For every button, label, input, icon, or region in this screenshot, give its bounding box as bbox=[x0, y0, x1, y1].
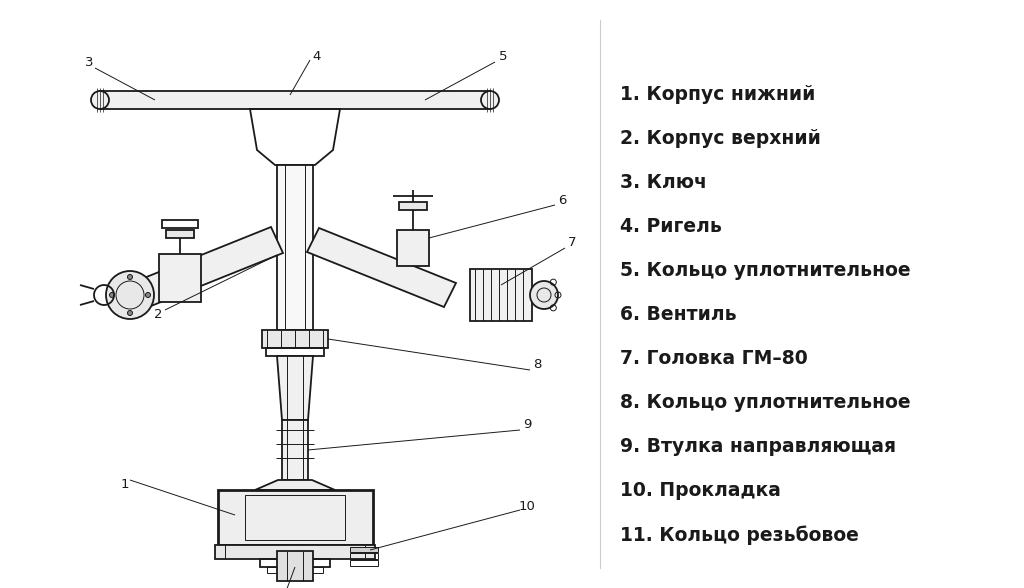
Text: 10. Прокладка: 10. Прокладка bbox=[620, 482, 781, 500]
Text: 3: 3 bbox=[85, 55, 93, 68]
Circle shape bbox=[91, 91, 109, 109]
Text: 1. Корпус нижний: 1. Корпус нижний bbox=[620, 85, 815, 105]
Circle shape bbox=[145, 292, 151, 298]
Polygon shape bbox=[134, 227, 283, 308]
Text: 2. Корпус верхний: 2. Корпус верхний bbox=[620, 129, 821, 149]
Text: 9: 9 bbox=[523, 419, 531, 432]
Bar bbox=[262, 330, 328, 348]
Text: 9. Втулка направляющая: 9. Втулка направляющая bbox=[620, 437, 896, 456]
Bar bbox=[399, 202, 427, 210]
Circle shape bbox=[110, 292, 115, 298]
Text: 8. Кольцо уплотнительное: 8. Кольцо уплотнительное bbox=[620, 393, 910, 413]
Bar bbox=[350, 560, 378, 566]
Text: 2: 2 bbox=[154, 309, 162, 322]
Text: 8: 8 bbox=[532, 359, 542, 372]
Circle shape bbox=[481, 91, 499, 109]
Text: 7: 7 bbox=[567, 236, 577, 249]
Bar bbox=[218, 490, 373, 545]
Bar bbox=[267, 567, 323, 573]
Circle shape bbox=[530, 281, 558, 309]
Text: 4: 4 bbox=[312, 49, 322, 62]
Text: 11. Кольцо резьбовое: 11. Кольцо резьбовое bbox=[620, 525, 859, 544]
Circle shape bbox=[106, 271, 154, 319]
Bar bbox=[278, 551, 313, 581]
Text: 3. Ключ: 3. Ключ bbox=[620, 173, 707, 192]
Bar bbox=[282, 420, 308, 480]
Bar bbox=[215, 545, 375, 559]
Circle shape bbox=[128, 275, 132, 279]
Text: 5. Кольцо уплотнительное: 5. Кольцо уплотнительное bbox=[620, 262, 910, 280]
Bar bbox=[350, 553, 378, 559]
Polygon shape bbox=[278, 356, 313, 420]
Bar bbox=[162, 220, 198, 228]
Text: 6: 6 bbox=[558, 193, 566, 206]
Bar bbox=[266, 348, 324, 356]
Text: 7. Головка ГМ–80: 7. Головка ГМ–80 bbox=[620, 349, 808, 369]
Text: 5: 5 bbox=[499, 51, 507, 64]
Bar bbox=[260, 559, 330, 567]
Circle shape bbox=[128, 310, 132, 316]
Bar bbox=[245, 495, 345, 540]
Polygon shape bbox=[255, 480, 335, 490]
Text: 4. Ригель: 4. Ригель bbox=[620, 218, 722, 236]
Text: 1: 1 bbox=[121, 477, 129, 490]
Bar bbox=[397, 230, 429, 266]
Polygon shape bbox=[307, 228, 456, 307]
Text: 6. Вентиль: 6. Вентиль bbox=[620, 306, 736, 325]
Bar bbox=[278, 165, 313, 330]
Bar bbox=[166, 230, 194, 238]
Bar bbox=[470, 269, 532, 321]
Bar bbox=[159, 254, 201, 302]
Text: 10: 10 bbox=[518, 499, 536, 513]
Bar bbox=[100, 91, 490, 109]
Bar bbox=[350, 547, 378, 552]
